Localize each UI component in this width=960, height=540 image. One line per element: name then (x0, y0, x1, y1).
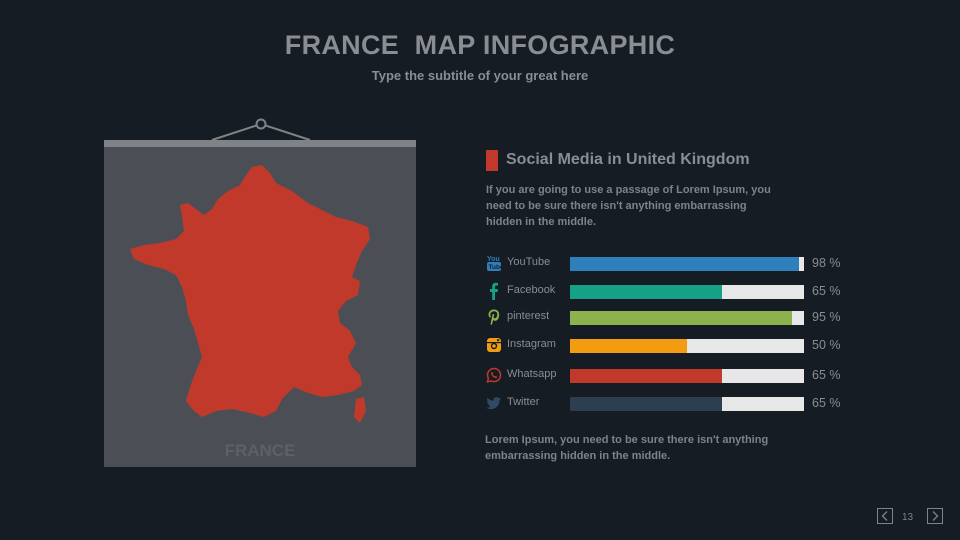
stat-row-twitter: Twitter 65 % (486, 394, 866, 414)
chevron-left-icon (881, 511, 888, 521)
map-board: FRANCE (104, 147, 416, 467)
section-description: If you are going to use a passage of Lor… (486, 184, 771, 228)
stat-row-instagram: Instagram 50 % (486, 336, 866, 356)
page-title: FRANCE MAP INFOGRAPHIC (284, 30, 676, 60)
stat-fill (570, 369, 723, 383)
stat-label: pinterest (507, 310, 550, 322)
section-title: Social Media in United Kingdom (506, 151, 750, 168)
facebook-icon (490, 282, 498, 300)
svg-text:You: You (487, 256, 500, 263)
footer-note: Lorem Ipsum, you need to be sure there i… (485, 434, 769, 462)
stat-row-whatsapp: Whatsapp 65 % (486, 366, 866, 386)
svg-text:Tube: Tube (489, 264, 503, 271)
stat-value: 50 % (812, 338, 841, 352)
page-number: 13 (902, 512, 914, 523)
stat-track (570, 369, 804, 383)
stat-row-facebook: Facebook 65 % (486, 282, 866, 302)
stat-label: YouTube (507, 256, 551, 268)
stat-value: 65 % (812, 284, 841, 298)
next-slide-button[interactable] (927, 508, 943, 524)
stat-label: Facebook (507, 284, 556, 296)
stat-value: 65 % (812, 396, 841, 410)
stat-fill (570, 285, 723, 299)
section-marker (486, 150, 498, 171)
stat-fill (570, 311, 793, 325)
map-label: FRANCE (224, 441, 296, 460)
stat-fill (570, 397, 723, 411)
twitter-icon (486, 397, 501, 410)
stat-track (570, 339, 804, 353)
page-subtitle: Type the subtitle of your great here (371, 68, 589, 83)
france-map (130, 165, 370, 423)
stat-value: 95 % (812, 310, 841, 324)
stat-row-youtube: You Tube YouTube 98 % (486, 254, 866, 274)
stat-value: 98 % (812, 256, 841, 270)
stat-track (570, 311, 804, 325)
stat-track (570, 397, 804, 411)
stat-label: Instagram (507, 338, 556, 350)
instagram-icon (487, 338, 501, 352)
stat-fill (570, 257, 800, 271)
stat-value: 65 % (812, 368, 841, 382)
stat-track (570, 257, 804, 271)
stat-track (570, 285, 804, 299)
youtube-icon: You Tube (487, 256, 503, 271)
pinterest-icon (488, 309, 500, 325)
whatsapp-icon (486, 367, 502, 383)
stat-label: Twitter (507, 396, 540, 408)
chevron-right-icon (932, 511, 939, 521)
stat-fill (570, 339, 687, 353)
prev-slide-button[interactable] (877, 508, 893, 524)
stat-row-pinterest: pinterest 95 % (486, 308, 866, 328)
stat-label: Whatsapp (507, 368, 557, 380)
hanger-string (104, 118, 416, 147)
france-shape (130, 165, 370, 423)
